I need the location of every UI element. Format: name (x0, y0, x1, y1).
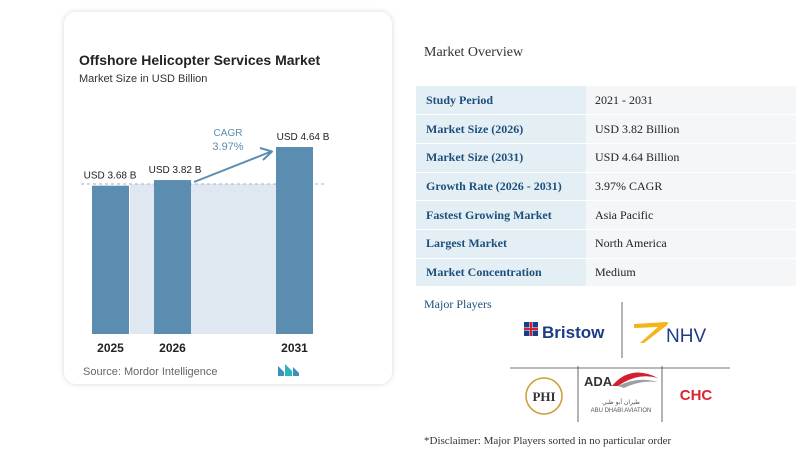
mordor-logo-icon (278, 364, 299, 376)
row-value: USD 3.82 Billion (586, 114, 796, 144)
table-row: Market Size (2031) USD 4.64 Billion (416, 143, 796, 173)
row-key: Market Size (2026) (416, 114, 586, 144)
cagr-label: CAGR (214, 128, 243, 139)
cagr-value: 3.97% (212, 141, 243, 153)
nhv-swoosh-icon (634, 322, 668, 343)
row-value: USD 4.64 Billion (586, 143, 796, 173)
row-key: Market Size (2031) (416, 143, 586, 173)
table-row: Largest Market North America (416, 229, 796, 259)
x-tick-label: 2031 (281, 341, 308, 355)
bar-chart: USD 3.68 B 2025 USD 3.82 B 2026 USD 4.64 B 20… (81, 128, 330, 355)
row-key: Largest Market (416, 229, 586, 259)
ada-wordmark: ADA (584, 374, 613, 389)
source-note: Source: Mordor Intelligence (83, 366, 218, 378)
row-value: North America (586, 229, 796, 259)
bar-value-label: USD 3.82 B (149, 165, 202, 176)
phi-logo: PHI (525, 377, 563, 415)
table-row: Study Period 2021 - 2031 (416, 86, 796, 116)
ada-caption: ABU DHABI AVIATION (591, 408, 652, 414)
cagr-arrowhead-icon (259, 147, 273, 161)
chart-subtitle: Market Size in USD Billion (79, 73, 208, 85)
x-tick-label: 2025 (97, 341, 124, 355)
row-key: Study Period (416, 86, 586, 116)
bar-2031 (276, 147, 313, 334)
bristow-wordmark: Bristow (542, 323, 605, 342)
market-overview-table: Study Period 2021 - 2031 Market Size (202… (416, 86, 796, 288)
bar-value-label: USD 4.64 B (277, 132, 330, 143)
row-value: 2021 - 2031 (586, 86, 796, 116)
chart-card: Offshore Helicopter Services Market Mark… (64, 12, 392, 384)
disclaimer-note: *Disclaimer: Major Players sorted in no … (424, 435, 672, 447)
cagr-arrow-line (193, 151, 271, 183)
bar-value-label: USD 3.68 B (84, 171, 137, 182)
chc-logo: CHC (680, 387, 713, 404)
table-row: Market Size (2026) USD 3.82 Billion (416, 114, 796, 144)
ada-wing-icon (612, 372, 658, 386)
row-value: Asia Pacific (586, 200, 796, 230)
row-key: Fastest Growing Market (416, 200, 586, 230)
table-row: Fastest Growing Market Asia Pacific (416, 200, 796, 230)
ada-logo: ADA طيران أبو ظبي ABU DHABI AVIATION (584, 372, 658, 414)
major-players-logo-grid: Bristow NHV PHI ADA طيران أبو ظبي ABU DH… (510, 302, 730, 422)
phi-emblem-icon (525, 377, 563, 415)
cagr-highlight-region (130, 184, 276, 334)
table-row: Growth Rate (2026 - 2031) 3.97% CAGR (416, 172, 796, 202)
ada-arabic-name: طيران أبو ظبي (602, 398, 640, 406)
major-players-title: Major Players (424, 297, 492, 311)
bar-2026 (154, 180, 191, 334)
bristow-logo: Bristow (523, 321, 605, 342)
x-tick-label: 2026 (159, 341, 186, 355)
nhv-logo: NHV (634, 322, 706, 347)
chart-title: Offshore Helicopter Services Market (79, 52, 321, 68)
table-row: Market Concentration Medium (416, 258, 796, 288)
bar-2025 (92, 185, 129, 334)
row-key: Growth Rate (2026 - 2031) (416, 172, 586, 202)
row-value: Medium (586, 258, 796, 288)
market-overview-title: Market Overview (424, 45, 524, 60)
phi-wordmark: PHI (532, 389, 555, 404)
row-key: Market Concentration (416, 258, 586, 288)
row-value: 3.97% CAGR (586, 172, 796, 202)
bristow-mark-icon (523, 321, 539, 337)
nhv-wordmark: NHV (666, 326, 706, 347)
